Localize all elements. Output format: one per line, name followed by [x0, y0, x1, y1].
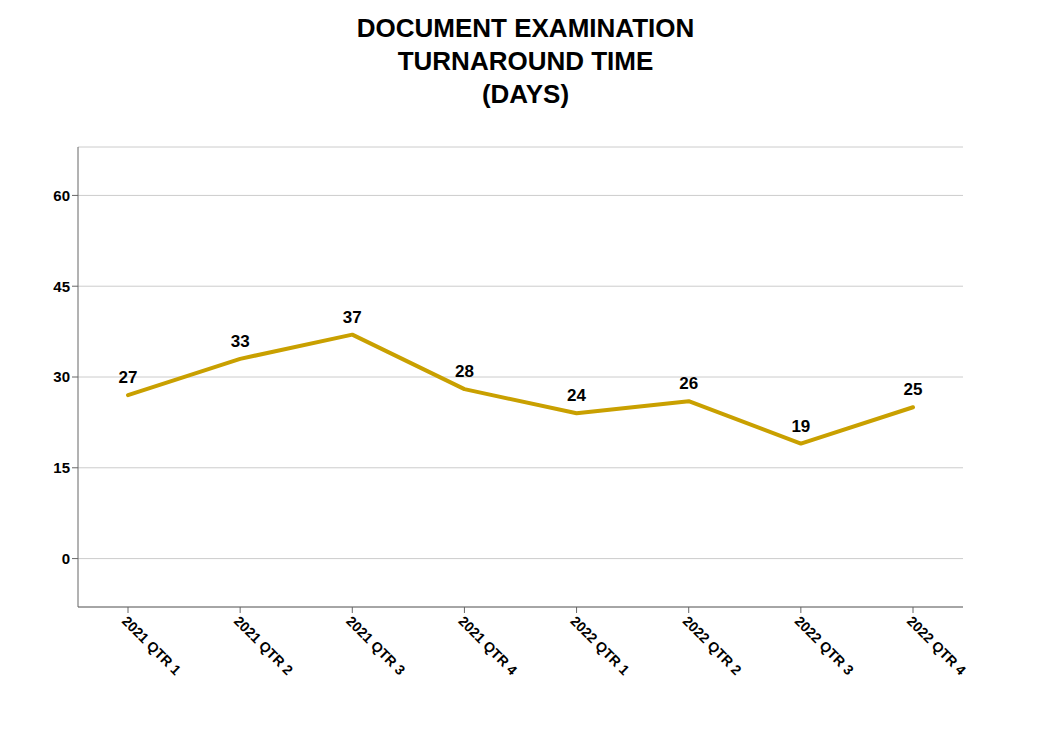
svg-text:19: 19 — [791, 417, 810, 436]
svg-text:2022 QTR 3: 2022 QTR 3 — [792, 613, 857, 678]
svg-text:27: 27 — [119, 368, 138, 387]
html-text:(DAYS): (DAYS) — [481, 79, 570, 109]
svg-text:24: 24 — [567, 386, 586, 405]
svg-text:2021 QTR 3: 2021 QTR 3 — [343, 613, 408, 678]
svg-text:45: 45 — [53, 278, 70, 295]
svg-text:2022 QTR 2: 2022 QTR 2 — [680, 613, 745, 678]
svg-text:25: 25 — [904, 380, 923, 399]
svg-text:2021 QTR 4: 2021 QTR 4 — [455, 613, 520, 678]
svg-text:0: 0 — [62, 550, 70, 567]
svg-text:33: 33 — [231, 332, 250, 351]
html-text:DOCUMENT EXAMINATION: DOCUMENT EXAMINATION — [356, 13, 695, 43]
svg-text:37: 37 — [343, 308, 362, 327]
svg-text:2022 QTR 1: 2022 QTR 1 — [567, 613, 632, 678]
svg-text:28: 28 — [455, 362, 474, 381]
html-text:TURNAROUND TIME: TURNAROUND TIME — [397, 46, 654, 76]
svg-text:2021 QTR 1: 2021 QTR 1 — [119, 613, 184, 678]
svg-text:30: 30 — [53, 368, 70, 385]
svg-text:15: 15 — [53, 459, 70, 476]
svg-text:2022 QTR 4: 2022 QTR 4 — [904, 613, 969, 678]
svg-text:26: 26 — [679, 374, 698, 393]
svg-text:60: 60 — [53, 187, 70, 204]
svg-text:2021 QTR 2: 2021 QTR 2 — [231, 613, 296, 678]
